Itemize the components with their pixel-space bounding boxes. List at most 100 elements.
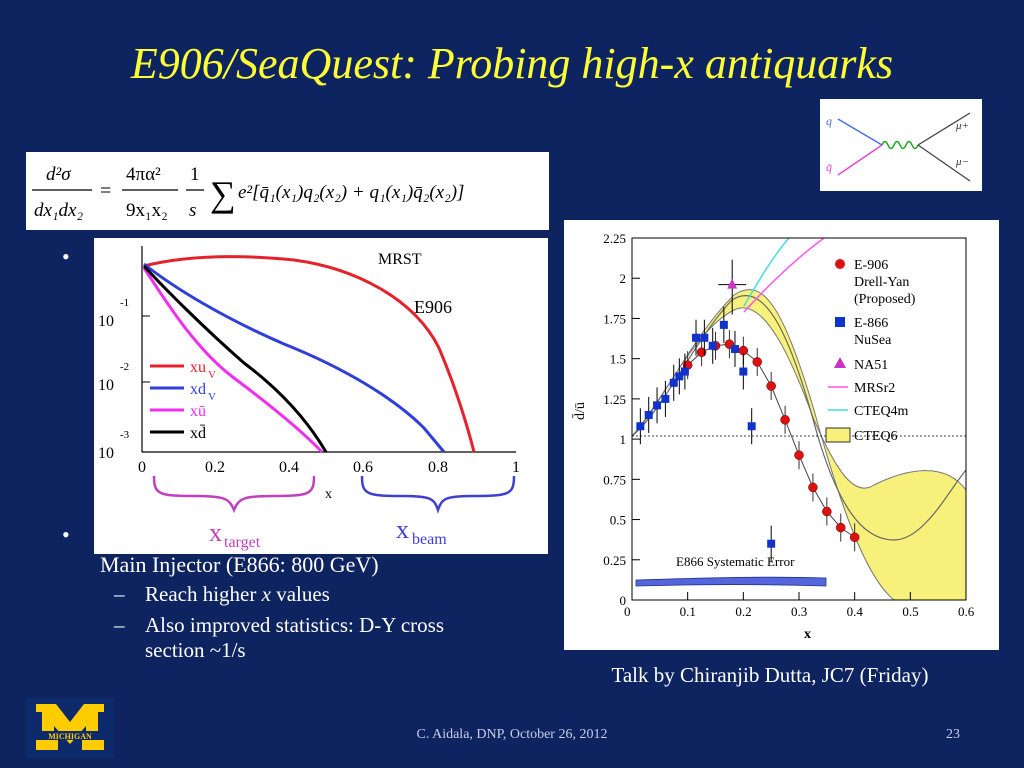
e866-point xyxy=(661,394,670,403)
pdf-x-tick-2: 0.2 xyxy=(205,459,225,476)
e866-point xyxy=(747,422,756,431)
mu-plus-label: μ+ xyxy=(955,120,969,132)
ratio-x-tick-6: 0.6 xyxy=(958,604,975,619)
muon-minus-line xyxy=(917,144,971,182)
talk-reference: Talk by Chiranjib Dutta, JC7 (Friday) xyxy=(611,663,929,687)
ratio-y-tick-4: 1 xyxy=(620,432,627,447)
bullet-2-marker: • xyxy=(62,522,70,547)
legend-e906-line3: (Proposed) xyxy=(854,292,916,307)
pdf-y-tick-3: 10 xyxy=(98,445,114,462)
bullet-1-marker: • xyxy=(62,244,70,269)
ratio-x-label: x xyxy=(804,627,811,642)
ratio-ticks: 0 0.1 0.2 0.3 0.4 0.5 0.6 0 0.25 0.5 0.75 1 1.25 1.5 1… xyxy=(603,231,975,619)
e866-point xyxy=(708,341,717,350)
pdf-x-tick-3: 0.4 xyxy=(279,459,299,476)
e906-point xyxy=(808,482,818,493)
dbar-ubar-ratio-chart: 0 0.1 0.2 0.3 0.4 0.5 0.6 0 0.25 0.5 0.75 1 1.25 1.5 1… xyxy=(564,220,999,650)
curve-xubar xyxy=(142,267,324,454)
legend-e866-line2: NuSea xyxy=(854,333,892,348)
e906-point xyxy=(766,381,776,391)
legend-xu-v: xu xyxy=(190,359,206,376)
bullet-2-text: Main Injector (E866: 800 GeV) xyxy=(100,552,379,577)
e906-label: E906 xyxy=(414,297,452,317)
ratio-x-tick-0: 0 xyxy=(624,604,631,619)
ratio-y-tick-2: 0.5 xyxy=(610,513,626,528)
e906-point xyxy=(752,357,762,367)
ratio-y-tick-3: 0.75 xyxy=(603,472,626,487)
mu-minus-label: μ− xyxy=(955,156,969,168)
subbullet-2-marker: – xyxy=(114,613,125,637)
x-target-sub: target xyxy=(224,534,261,551)
e866-point xyxy=(730,345,739,354)
legend-xdbar: xd̄ xyxy=(190,424,206,442)
pdf-x-tick-6: 1 xyxy=(512,459,520,476)
e866-point xyxy=(719,320,728,329)
subbullet-2-line2: section ~1/s xyxy=(145,638,246,662)
e906-point xyxy=(849,532,860,543)
cteq4m-curve xyxy=(743,237,790,307)
e866-point xyxy=(653,401,662,410)
systematic-label: E866 Systematic Error xyxy=(676,554,795,569)
slide-title: E906/SeaQuest: Probing high-x antiquarks xyxy=(130,39,894,88)
pdf-x-ticks: 0 0.2 0.4 0.6 0.8 1 xyxy=(138,459,520,476)
e906-point xyxy=(836,522,846,533)
legend-e866-marker xyxy=(835,317,845,327)
pdf-y-exp-1: -1 xyxy=(120,297,129,309)
e906-point xyxy=(794,450,804,460)
curve-xd-v xyxy=(143,262,446,453)
legend-e906: E-906 xyxy=(854,258,888,273)
formula-equals: = xyxy=(100,180,111,202)
pdf-y-tick-1: 10 xyxy=(98,313,114,330)
pdf-header: MRST xyxy=(378,251,422,268)
e866-point xyxy=(767,539,776,548)
ratio-y-tick-7: 1.75 xyxy=(603,311,626,326)
e906-point xyxy=(696,347,707,357)
legend-cteq6: CTEQ6 xyxy=(854,429,898,444)
legend-cteq6-marker xyxy=(825,427,851,443)
pdf-y-exp-3: -3 xyxy=(120,429,130,441)
legend-e866: E-866 xyxy=(854,316,888,331)
formula-lhs-denominator: dx₁dx₂ xyxy=(34,200,83,221)
ratio-y-tick-9: 2.25 xyxy=(603,231,626,246)
formula-body: e²[q̄₁(x₁)q₂(x₂) + q₁(x₁)q̄₂(x₂)] xyxy=(238,182,464,203)
michigan-logo: MICHIGAN xyxy=(26,698,114,758)
ratio-x-tick-4: 0.4 xyxy=(847,604,864,619)
formula-s-numerator: 1 xyxy=(190,164,200,185)
legend-na51-marker xyxy=(834,357,846,368)
legend-mrsr2: MRSr2 xyxy=(854,381,895,396)
ratio-y-tick-1: 0.25 xyxy=(603,553,626,568)
quark-line xyxy=(837,118,883,146)
antiquark-line xyxy=(837,144,883,176)
ratio-x-tick-1: 0.1 xyxy=(680,604,696,619)
logo-text: MICHIGAN xyxy=(48,732,92,741)
subbullet-2-line1: Also improved statistics: D-Y cross xyxy=(145,613,445,637)
curve-xdbar xyxy=(142,264,328,453)
logo-m-shape xyxy=(36,704,104,750)
legend-xd-v-sub: V xyxy=(208,391,216,403)
ratio-x-tick-2: 0.2 xyxy=(735,604,751,619)
mrst-pdf-plot: MRST E906 10 -1 10 -2 10 -3 0 0.2 0.4 0.… xyxy=(94,238,548,554)
e866-point xyxy=(644,410,653,419)
e866-point xyxy=(636,422,645,431)
e866-point xyxy=(680,367,689,376)
formula-s-denominator: s xyxy=(189,200,196,221)
x-beam-sub: beam xyxy=(412,531,447,548)
x-beam-label: x xyxy=(396,515,409,544)
systematic-band xyxy=(635,576,827,587)
pdf-y-exp-2: -2 xyxy=(120,361,129,373)
muon-plus-line xyxy=(917,112,971,146)
e906-point xyxy=(780,415,790,425)
e866-point xyxy=(675,372,684,381)
feynman-diagram: q q̄ μ+ μ− xyxy=(820,99,982,191)
cteq6-band xyxy=(631,289,967,601)
na51-point xyxy=(727,278,738,289)
photon-line xyxy=(881,140,919,150)
legend-cteq4m: CTEQ4m xyxy=(854,404,909,419)
cteq6-central xyxy=(631,295,967,541)
target-brace xyxy=(152,475,316,514)
ratio-marks xyxy=(636,259,860,562)
ratio-y-tick-5: 1.25 xyxy=(603,392,626,407)
pdf-x-tick-4: 0.6 xyxy=(353,459,373,476)
legend-e906-line2: Drell-Yan xyxy=(854,275,909,290)
ratio-y-tick-6: 1.5 xyxy=(610,352,626,367)
